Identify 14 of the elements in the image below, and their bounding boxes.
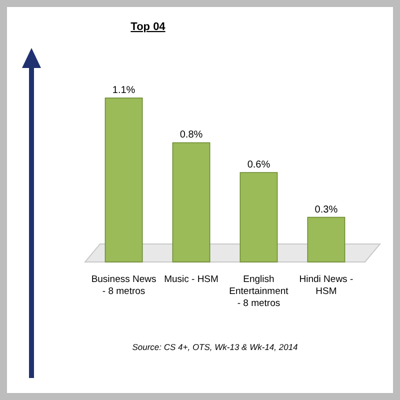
bar xyxy=(172,142,210,262)
bar xyxy=(240,172,278,262)
bar xyxy=(307,216,346,262)
x-tick-label: Business News - 8 metros xyxy=(91,274,157,297)
bar xyxy=(104,98,143,262)
data-label: 0.3% xyxy=(314,204,338,216)
data-label: 0.8% xyxy=(180,130,203,141)
source-note: Source: CS 4+, OTS, Wk-13 & Wk-14, 2014 xyxy=(132,342,298,352)
x-tick-label: Music - HSM xyxy=(164,274,219,285)
data-label: 0.6% xyxy=(247,160,270,171)
data-label: 1.1% xyxy=(112,85,136,96)
x-tick-label: Hindi News - HSM xyxy=(299,274,354,297)
chart-title: Top 04 xyxy=(130,21,166,33)
x-tick-label: English Entertainment - 8 metros xyxy=(229,274,289,309)
